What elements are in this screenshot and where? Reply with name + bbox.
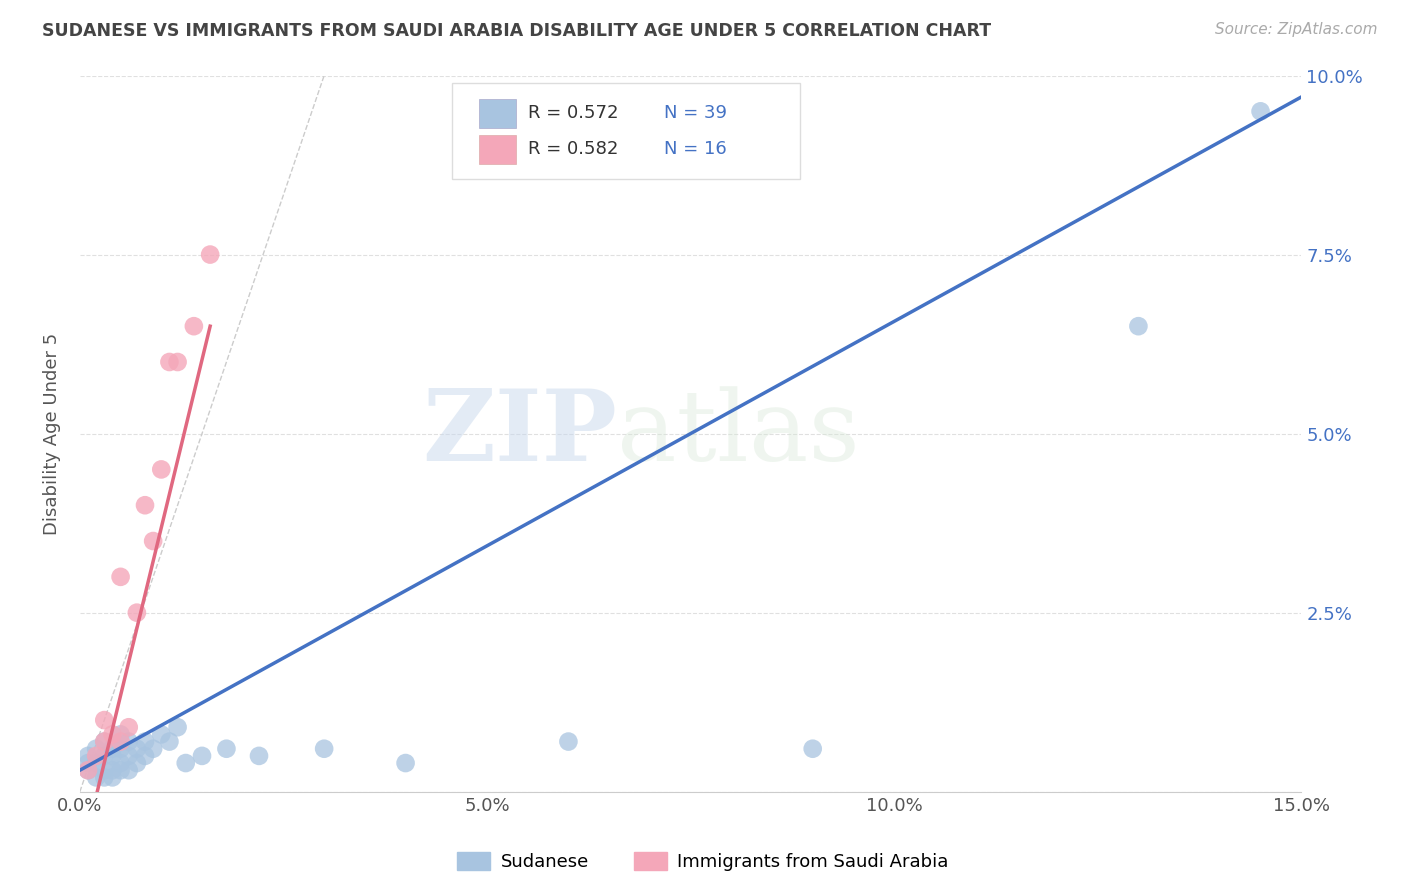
Point [101, 741, 124, 756]
Point [84, 770, 107, 784]
Point [93, 770, 115, 784]
Point [93, 713, 115, 727]
Point [118, 734, 141, 748]
Point [93, 734, 115, 748]
Point [118, 720, 141, 734]
Point [150, 462, 173, 476]
Point [93, 763, 115, 777]
Point [191, 748, 214, 763]
Text: atlas: atlas [617, 385, 860, 482]
Point [110, 570, 132, 584]
Point [77, 763, 100, 777]
Point [110, 734, 132, 748]
Point [77, 748, 100, 763]
Point [110, 727, 132, 741]
Point [801, 741, 824, 756]
Point [101, 770, 124, 784]
Point [394, 756, 416, 770]
Point [215, 741, 238, 756]
Point [101, 727, 124, 741]
Point [134, 498, 156, 512]
Point [125, 741, 148, 756]
Point [166, 720, 188, 734]
Legend: Sudanese, Immigrants from Saudi Arabia: Sudanese, Immigrants from Saudi Arabia [450, 845, 956, 879]
Point [84, 741, 107, 756]
Point [84, 748, 107, 763]
Point [110, 763, 132, 777]
Point [247, 748, 270, 763]
Point [134, 734, 156, 748]
Point [166, 355, 188, 369]
FancyBboxPatch shape [453, 83, 800, 179]
Text: ZIP: ZIP [422, 385, 617, 482]
Text: Source: ZipAtlas.com: Source: ZipAtlas.com [1215, 22, 1378, 37]
Point [198, 247, 221, 261]
Point [125, 756, 148, 770]
Text: R = 0.582: R = 0.582 [529, 140, 619, 158]
Text: SUDANESE VS IMMIGRANTS FROM SAUDI ARABIA DISABILITY AGE UNDER 5 CORRELATION CHAR: SUDANESE VS IMMIGRANTS FROM SAUDI ARABIA… [42, 22, 991, 40]
Text: R = 0.572: R = 0.572 [529, 104, 619, 122]
Point [93, 748, 115, 763]
Point [93, 734, 115, 748]
Bar [479, 99, 516, 128]
Point [557, 734, 579, 748]
Point [314, 741, 336, 756]
Point [1250, 104, 1272, 119]
Point [134, 748, 156, 763]
Bar [479, 135, 516, 163]
Point [110, 741, 132, 756]
Point [84, 756, 107, 770]
Point [142, 741, 165, 756]
Text: N = 16: N = 16 [664, 140, 727, 158]
Point [150, 727, 173, 741]
Point [77, 756, 100, 770]
Point [118, 748, 141, 763]
Point [101, 748, 124, 763]
Point [1128, 319, 1150, 334]
Point [183, 319, 205, 334]
Point [110, 756, 132, 770]
Y-axis label: Disability Age Under 5: Disability Age Under 5 [44, 333, 60, 534]
Text: N = 39: N = 39 [664, 104, 727, 122]
Point [159, 355, 181, 369]
Point [118, 763, 141, 777]
Point [159, 734, 181, 748]
Point [142, 534, 165, 549]
Point [101, 763, 124, 777]
Point [174, 756, 197, 770]
Point [77, 763, 100, 777]
Point [125, 606, 148, 620]
